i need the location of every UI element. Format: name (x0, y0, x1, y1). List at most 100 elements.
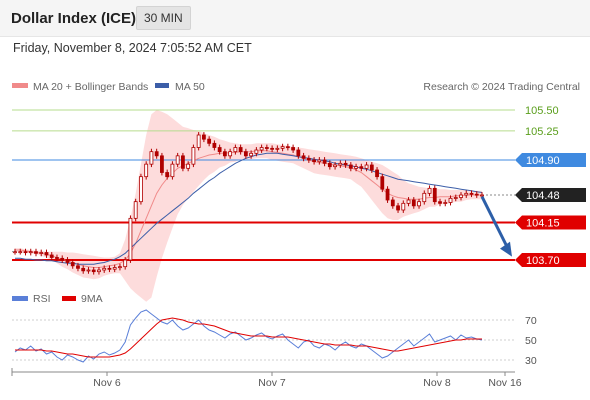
ma50-line (15, 152, 483, 265)
support-label-104.15: 104.15 (526, 218, 560, 230)
candle-body (91, 269, 96, 273)
candle-body (432, 187, 437, 203)
candle-body (396, 205, 400, 211)
candle-body (118, 266, 122, 269)
last-price-label: 104.48 (526, 190, 560, 202)
chart-header: Dollar Index (ICE) 30 MIN (0, 0, 590, 37)
ma50-legend-label: MA 50 (175, 81, 205, 93)
candle-body (317, 159, 322, 163)
candle-body (70, 262, 75, 267)
resistance-label-104.90: 104.90 (526, 155, 560, 167)
x-axis: Nov 6 Nov 7 Nov 8 Nov 16 (11, 368, 522, 389)
candle-body (448, 197, 453, 203)
candle-body (275, 147, 280, 150)
candle-body (243, 151, 248, 157)
candle-body (18, 251, 23, 254)
candle-body (128, 217, 133, 261)
candle-body (296, 149, 301, 157)
candle-body (443, 202, 448, 204)
candle-body (207, 138, 212, 144)
candle-body (480, 194, 484, 197)
resistance-tag-104.90 (515, 153, 586, 167)
x-tick-label: Nov 7 (258, 377, 286, 389)
ma20-line (15, 150, 482, 268)
instrument-title: Dollar Index (ICE) (11, 10, 137, 27)
candle-body (217, 147, 222, 153)
candle-body (285, 146, 290, 149)
rsi-line (14, 309, 483, 363)
candle-body (422, 192, 427, 203)
candle-body (175, 155, 180, 165)
rsi-tick-30: 30 (525, 355, 537, 367)
ma20-legend-label: MA 20 + Bollinger Bands (33, 81, 148, 93)
candle-body (228, 151, 233, 157)
candle-body (139, 176, 143, 203)
candle-body (201, 134, 206, 140)
candle-body (39, 252, 44, 254)
candle-body (186, 163, 191, 169)
candle-body (464, 192, 469, 196)
candle-body (385, 188, 390, 201)
support-tag-104.15 (515, 215, 586, 230)
candle-body (338, 162, 343, 166)
candle-body (401, 202, 406, 211)
forecast-arrowhead-icon (500, 241, 512, 257)
candle-body (474, 193, 479, 196)
rsi-legend-swatch (12, 296, 28, 301)
rsi-tick-70: 70 (525, 315, 537, 327)
price-pane: 105.50 105.25 104.90 104.48 104.15 103.70 (12, 105, 586, 302)
candle-body (438, 201, 442, 204)
rsi-ma-legend-swatch (62, 296, 76, 301)
candle-body (453, 197, 458, 199)
candle-body (254, 149, 259, 154)
candle-body (306, 157, 311, 161)
timeframe-button[interactable]: 30 MIN (136, 6, 191, 30)
candle-body (312, 159, 316, 163)
candle-body (34, 251, 38, 254)
candle-body (322, 159, 327, 164)
candle-body (165, 172, 170, 178)
candle-body (233, 147, 238, 153)
candle-body (459, 194, 463, 198)
timestamp: Friday, November 8, 2024 7:05:52 AM CET (13, 41, 252, 55)
candle-body (343, 162, 348, 166)
candle-body (364, 164, 369, 169)
candle-body (133, 201, 138, 219)
candle-body (417, 201, 421, 207)
main-legend: MA 20 + Bollinger Bands MA 50 Research ©… (12, 81, 580, 93)
x-tick-label: Nov 16 (488, 377, 521, 389)
candle-body (264, 147, 269, 149)
candle-body (149, 151, 154, 165)
candle-body (333, 164, 337, 168)
candle-body (55, 257, 59, 259)
rsi-ma-legend-label: 9MA (81, 293, 103, 305)
watermark: Research © 2024 Trading Central (423, 81, 580, 93)
candle-body (181, 155, 185, 169)
target-label-105.50: 105.50 (525, 105, 559, 117)
candle-body (270, 147, 275, 150)
candle-body (154, 151, 159, 157)
candle-body (76, 265, 80, 269)
rsi-ma-line (15, 317, 482, 358)
candle-body (49, 254, 54, 258)
ma50-legend-swatch (155, 83, 169, 88)
candle-body (144, 163, 149, 178)
candle-body (102, 267, 107, 271)
candle-body (160, 155, 164, 173)
candle-body (44, 252, 49, 256)
candle-body (259, 147, 264, 151)
candle-body (60, 257, 65, 261)
candle-body (238, 147, 243, 153)
candle-body (112, 267, 117, 270)
candle-body (380, 176, 385, 190)
candle-body (327, 162, 332, 168)
candle-body (212, 142, 217, 148)
candle-body (348, 164, 353, 169)
candle-body (123, 259, 128, 268)
candle-body (107, 267, 112, 270)
candle-body (406, 199, 411, 204)
support-label-103.70: 103.70 (526, 255, 560, 267)
candle-body (291, 147, 296, 151)
candle-body (23, 251, 28, 254)
